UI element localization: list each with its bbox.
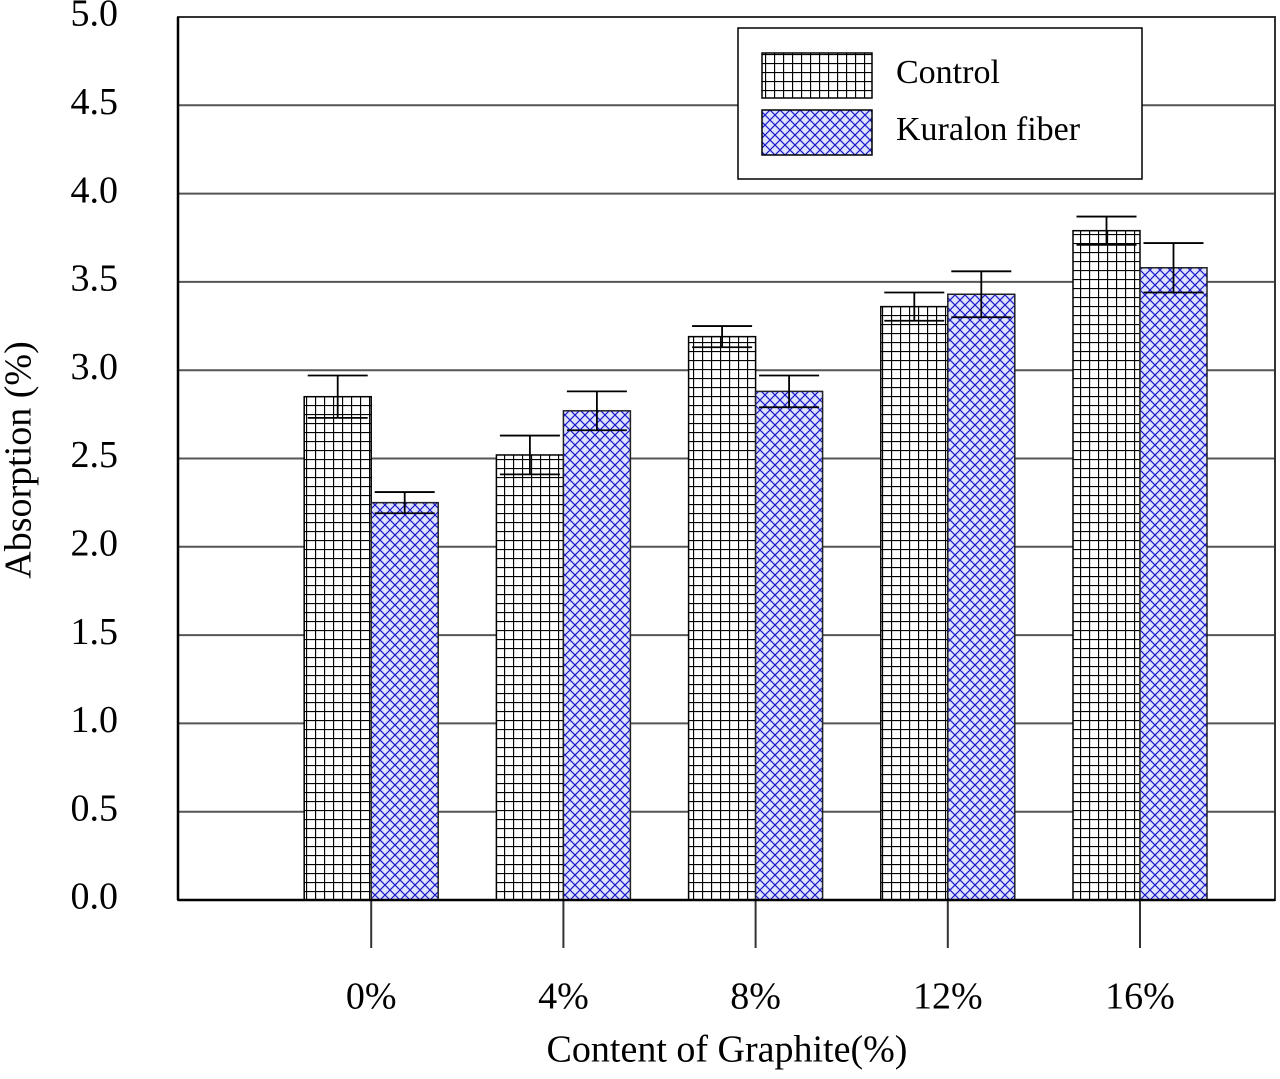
error-bar [692,325,753,349]
y-tick-label: 0.5 [71,787,119,829]
bar [562,410,632,901]
error-bar [951,270,1012,319]
error-bar [499,434,560,476]
y-tick-label: 3.5 [71,258,119,300]
error-bar [1076,215,1137,246]
bar [303,395,372,901]
x-tick-label: 12% [913,976,983,1018]
x-tick-label: 4% [538,976,589,1018]
legend-swatch [761,52,873,99]
y-tick-label: 3.0 [71,346,119,388]
y-tick-label: 1.5 [71,611,119,653]
y-tick-label: 1.0 [71,699,119,741]
y-tick-label: 4.0 [71,169,119,211]
bar [1139,267,1208,901]
y-tick-label: 5.0 [71,0,119,35]
bar [687,335,757,901]
bar [1072,229,1141,901]
x-tick-label: 8% [730,976,781,1018]
bar [947,293,1016,901]
legend-box [737,27,1143,180]
bar [880,305,949,901]
bar [754,390,824,901]
y-axis-title: Absorption (%) [0,341,40,578]
x-tick-label: 0% [346,976,397,1018]
y-tick-label: 0.0 [71,876,119,918]
y-tick-label: 4.5 [71,81,119,123]
error-bar [374,491,435,515]
legend-swatch [761,109,873,156]
y-tick-label: 2.0 [71,523,119,565]
error-bar [307,374,368,419]
error-bar [759,374,820,409]
error-bar [1143,242,1204,294]
bar [495,454,565,901]
error-bar [884,291,945,322]
bar [370,501,439,901]
legend-label: Kuralon fiber [896,111,1081,148]
x-tick-label: 16% [1105,976,1175,1018]
error-bar [566,390,627,432]
x-axis-title: Content of Graphite(%) [547,1029,908,1071]
legend-label: Control [896,54,1000,91]
y-tick-label: 2.5 [71,434,119,476]
